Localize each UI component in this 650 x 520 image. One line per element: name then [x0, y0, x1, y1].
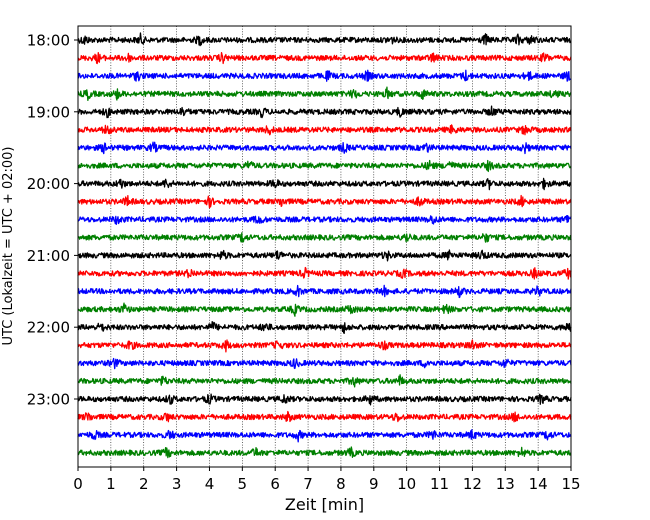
trace-2000 — [77, 177, 572, 191]
x-tick-label: 12 — [463, 475, 482, 493]
grid-lines — [110, 26, 539, 467]
trace-2115 — [77, 266, 572, 280]
y-tick-label: 18:00 — [27, 32, 70, 50]
trace-1915 — [77, 124, 572, 136]
x-axis-ticks: 0 1 2 3 4 5 6 7 8 9 10 11 12 13 14 15 — [73, 467, 581, 493]
trace-2315 — [77, 410, 572, 423]
y-tick-label: 23:00 — [27, 391, 70, 409]
x-tick-label: 14 — [529, 475, 548, 493]
x-tick-label: 13 — [496, 475, 515, 493]
x-tick-label: 9 — [369, 475, 379, 493]
trace-2100 — [77, 249, 572, 262]
x-tick-label: 3 — [172, 475, 182, 493]
x-tick-label: 4 — [205, 475, 215, 493]
trace-2345 — [77, 446, 572, 459]
trace-2015 — [77, 194, 572, 209]
x-axis-label: Zeit [min] — [285, 495, 364, 514]
trace-1830 — [77, 69, 572, 82]
trace-1900 — [77, 105, 572, 119]
trace-1945 — [77, 159, 572, 173]
trace-2230 — [77, 357, 572, 370]
trace-2130 — [77, 284, 572, 299]
trace-1845 — [77, 86, 572, 101]
trace-1815 — [77, 51, 572, 65]
x-tick-label: 6 — [270, 475, 280, 493]
y-tick-label: 20:00 — [27, 175, 70, 193]
trace-1800 — [77, 32, 572, 47]
trace-2245 — [77, 374, 572, 388]
trace-2200 — [77, 320, 572, 335]
seismic-traces — [77, 32, 572, 459]
y-tick-label: 22:00 — [27, 319, 70, 337]
trace-2030 — [77, 214, 572, 225]
x-tick-label: 5 — [238, 475, 248, 493]
x-tick-label: 1 — [106, 475, 116, 493]
x-tick-label: 0 — [73, 475, 83, 493]
x-tick-label: 7 — [303, 475, 313, 493]
trace-2300 — [77, 393, 572, 406]
x-tick-label: 2 — [139, 475, 149, 493]
y-tick-label: 21:00 — [27, 247, 70, 265]
y-axis-label: UTC (Lokalzeit = UTC + 02:00) — [1, 147, 16, 346]
trace-2145 — [77, 302, 572, 317]
x-tick-label: 10 — [397, 475, 416, 493]
y-axis-ticks: 18:00 19:00 20:00 21:00 22:00 23:00 — [27, 32, 78, 409]
plot-frame — [77, 25, 572, 468]
x-tick-label: 11 — [430, 475, 449, 493]
trace-1930 — [77, 141, 572, 155]
x-tick-label: 8 — [336, 475, 346, 493]
x-tick-label: 15 — [561, 475, 580, 493]
trace-2045 — [77, 232, 572, 243]
y-tick-label: 19:00 — [27, 103, 70, 121]
trace-2330 — [77, 429, 572, 443]
trace-2215 — [77, 339, 572, 353]
